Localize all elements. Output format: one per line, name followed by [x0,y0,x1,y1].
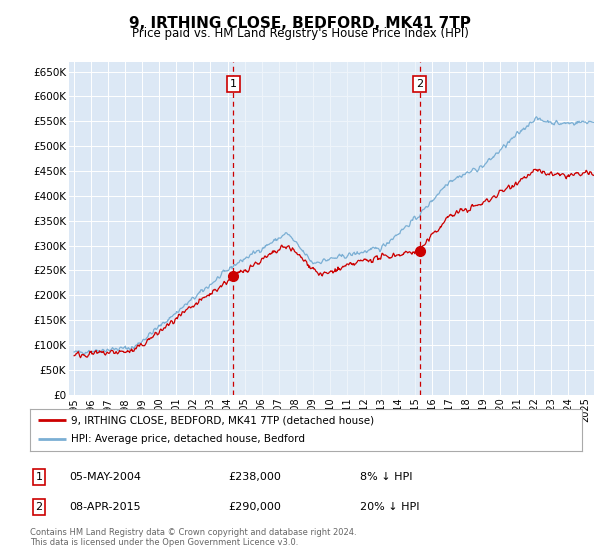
Text: 2: 2 [416,79,423,89]
Text: £290,000: £290,000 [228,502,281,512]
Text: Contains HM Land Registry data © Crown copyright and database right 2024.
This d: Contains HM Land Registry data © Crown c… [30,528,356,547]
Text: 08-APR-2015: 08-APR-2015 [69,502,140,512]
Text: HPI: Average price, detached house, Bedford: HPI: Average price, detached house, Bedf… [71,435,305,445]
Text: 8% ↓ HPI: 8% ↓ HPI [360,472,413,482]
Text: 05-MAY-2004: 05-MAY-2004 [69,472,141,482]
Text: 9, IRTHING CLOSE, BEDFORD, MK41 7TP (detached house): 9, IRTHING CLOSE, BEDFORD, MK41 7TP (det… [71,415,374,425]
Bar [233,62,419,395]
Text: 1: 1 [230,79,237,89]
Text: 2: 2 [35,502,43,512]
Text: 1: 1 [35,472,43,482]
Text: 20% ↓ HPI: 20% ↓ HPI [360,502,419,512]
Text: 9, IRTHING CLOSE, BEDFORD, MK41 7TP: 9, IRTHING CLOSE, BEDFORD, MK41 7TP [129,16,471,31]
Text: £238,000: £238,000 [228,472,281,482]
Text: Price paid vs. HM Land Registry's House Price Index (HPI): Price paid vs. HM Land Registry's House … [131,27,469,40]
